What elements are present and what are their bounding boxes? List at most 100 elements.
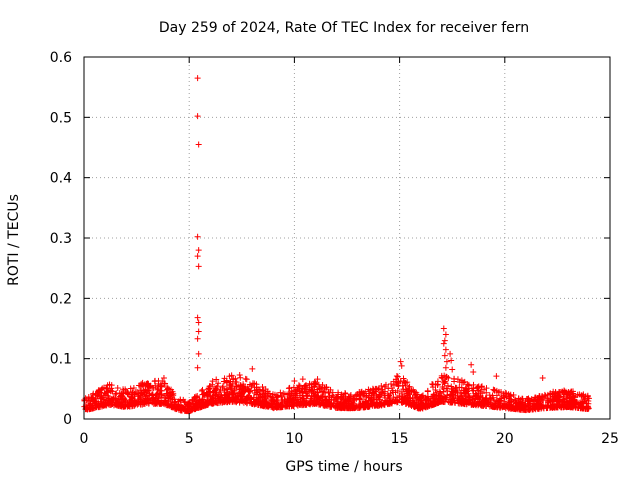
data-point xyxy=(267,393,274,400)
data-point xyxy=(442,346,449,353)
data-point xyxy=(287,390,294,397)
data-point xyxy=(382,381,389,388)
data-point xyxy=(334,402,341,409)
data-point xyxy=(510,392,517,399)
data-point xyxy=(213,376,220,383)
data-point xyxy=(216,388,223,395)
data-point xyxy=(100,384,107,391)
data-point xyxy=(401,379,408,386)
data-point xyxy=(394,373,401,380)
data-point xyxy=(522,404,529,411)
y-axis-label: ROTI / TECUs xyxy=(6,194,22,286)
data-point xyxy=(456,396,463,403)
data-point xyxy=(515,403,522,410)
data-point xyxy=(291,377,298,384)
data-point xyxy=(464,381,471,388)
data-point xyxy=(405,385,412,392)
data-point xyxy=(166,392,173,399)
data-point xyxy=(95,392,102,399)
data-point xyxy=(431,393,438,400)
grid-lines xyxy=(84,57,610,419)
data-point xyxy=(194,113,201,120)
data-point xyxy=(310,388,317,395)
data-point xyxy=(370,389,377,396)
data-point xyxy=(195,319,202,326)
data-point xyxy=(260,403,267,410)
data-point xyxy=(462,389,469,396)
data-point xyxy=(117,393,124,400)
data-point xyxy=(469,387,476,394)
data-point xyxy=(128,399,135,406)
data-point xyxy=(399,399,406,406)
data-point xyxy=(152,382,159,389)
data-point xyxy=(443,373,450,380)
data-point xyxy=(198,387,205,394)
data-point xyxy=(440,385,447,392)
data-point xyxy=(299,389,306,396)
data-point xyxy=(424,388,431,395)
data-point xyxy=(578,392,585,399)
data-point xyxy=(441,337,448,344)
data-point xyxy=(452,389,459,396)
data-point xyxy=(157,400,164,407)
data-point xyxy=(495,398,502,405)
data-point xyxy=(468,361,475,368)
data-point xyxy=(113,390,120,397)
data-point xyxy=(312,398,319,405)
data-point xyxy=(231,387,238,394)
data-point xyxy=(190,399,197,406)
data-point xyxy=(243,376,250,383)
data-point xyxy=(303,390,310,397)
data-point xyxy=(402,382,409,389)
data-point xyxy=(327,386,334,393)
data-point xyxy=(536,402,543,409)
data-point xyxy=(539,374,546,381)
x-axis-ticks: 0 5 10 15 20 25 xyxy=(80,57,619,447)
data-point xyxy=(144,387,151,394)
data-point xyxy=(242,399,249,406)
data-point xyxy=(220,397,227,404)
data-point xyxy=(194,393,201,399)
data-point xyxy=(460,399,467,406)
data-point xyxy=(320,389,327,396)
data-point xyxy=(290,384,297,391)
data-point xyxy=(299,376,306,383)
data-point xyxy=(163,386,170,393)
data-point xyxy=(220,378,227,385)
data-point xyxy=(306,389,313,396)
data-point xyxy=(233,382,240,389)
data-point xyxy=(392,389,399,396)
data-point xyxy=(227,396,234,403)
data-point xyxy=(388,385,395,392)
data-point xyxy=(177,397,184,404)
data-point xyxy=(328,403,335,410)
data-point xyxy=(448,357,455,364)
data-point xyxy=(224,389,231,396)
data-point xyxy=(556,402,563,409)
data-point xyxy=(505,395,512,402)
data-point xyxy=(370,399,377,406)
data-point xyxy=(194,233,201,240)
data-point xyxy=(194,364,201,371)
data-point xyxy=(375,386,382,393)
data-point xyxy=(244,393,251,400)
data-point xyxy=(474,384,481,391)
data-point xyxy=(396,394,403,401)
data-point xyxy=(278,392,285,399)
data-point xyxy=(351,395,358,402)
data-point xyxy=(531,403,538,410)
data-point xyxy=(482,397,489,404)
data-point xyxy=(547,390,554,397)
data-point xyxy=(194,404,201,411)
data-point xyxy=(194,253,201,260)
data-point xyxy=(245,388,252,395)
data-point xyxy=(493,373,500,380)
x-tick-label: 20 xyxy=(496,431,514,447)
data-point xyxy=(424,403,431,410)
data-point xyxy=(489,392,496,399)
data-point xyxy=(164,401,171,408)
y-tick-label: 0.5 xyxy=(50,110,72,126)
data-point xyxy=(506,392,513,399)
data-point xyxy=(356,396,363,403)
